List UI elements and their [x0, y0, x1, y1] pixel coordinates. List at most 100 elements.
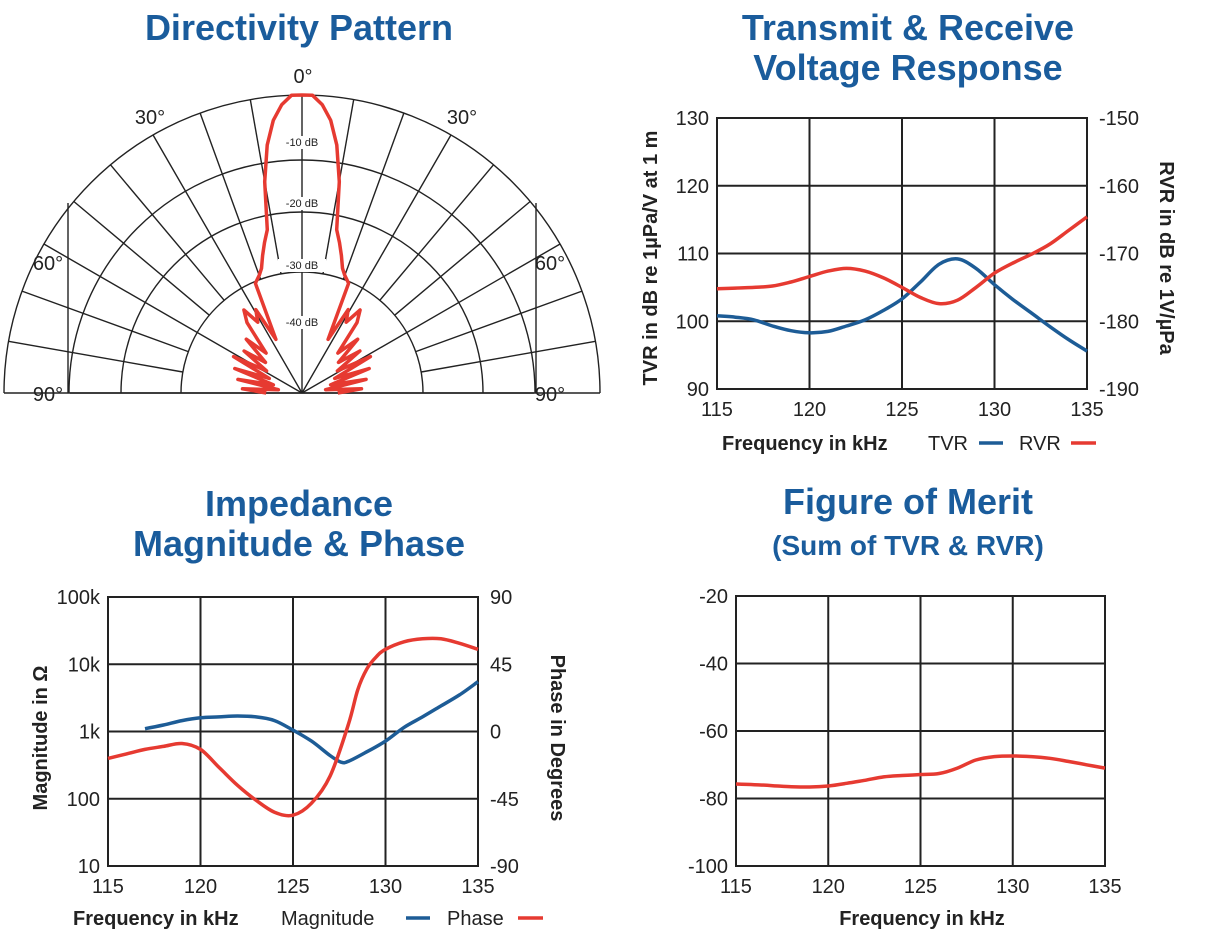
angle-label-left-30: 30°	[135, 107, 165, 129]
y-left-tick-label: 100	[676, 311, 709, 333]
polar-spoke	[21, 290, 189, 353]
magnitude-axis-label: Magnitude in Ω	[30, 666, 52, 811]
legend-phase-label: Phase	[447, 908, 504, 930]
phase-line	[107, 636, 479, 818]
x-tick-label: 120	[793, 399, 826, 421]
polar-spoke	[342, 112, 405, 280]
x-tick-label: 115	[720, 876, 752, 898]
x-tick-label: 135	[461, 876, 494, 898]
voltage-response-grid	[716, 117, 1088, 390]
x-tick-label: 130	[978, 399, 1011, 421]
polar-spoke	[421, 340, 596, 373]
y-left-tick-label: -40	[699, 654, 728, 676]
angle-label-left-90: 90°	[33, 384, 63, 406]
figure-of-merit-chart: Figure of Merit (Sum of TVR & RVR) 115 12…	[688, 481, 1122, 930]
voltage-response-chart: Transmit & Receive Voltage Response 115 1…	[640, 7, 1177, 455]
figure-of-merit-title-line2: (Sum of TVR & RVR)	[772, 530, 1044, 561]
x-tick-label: 125	[904, 876, 937, 898]
y-left-tick-label: -80	[699, 789, 728, 811]
x-tick-label: 125	[276, 876, 309, 898]
db-label-bg	[278, 136, 326, 149]
polar-spoke	[301, 134, 452, 394]
x-tick-label: 115	[92, 876, 124, 898]
figure-of-merit-grid	[735, 595, 1106, 867]
y-left-tick-label: 100	[67, 789, 100, 811]
impedance-title-line2: Magnitude & Phase	[133, 523, 465, 564]
polar-spoke	[73, 200, 210, 316]
magnitude-line	[144, 680, 480, 765]
y-right-tick-label: -45	[490, 789, 519, 811]
voltage-response-title-line1: Transmit & Receive	[742, 7, 1074, 48]
y-left-tick-label: 90	[687, 379, 709, 401]
impedance-x-label: Frequency in kHz	[73, 908, 239, 930]
polar-spoke	[394, 200, 531, 316]
figure-of-merit-line	[735, 754, 1106, 789]
y-right-tick-label: -190	[1099, 379, 1139, 401]
y-right-tick-label: 90	[490, 587, 512, 609]
y-right-tick-label: -160	[1099, 176, 1139, 198]
y-right-tick-label: -180	[1099, 311, 1139, 333]
figure-of-merit-ticks: 115 120 125 130 135 -100 -80 -60 -40 -20	[688, 586, 1122, 898]
angle-label-right-60: 60°	[535, 253, 565, 275]
y-left-tick-label: 100k	[57, 587, 101, 609]
legend-tvr-label: TVR	[928, 433, 968, 455]
angle-label-right-30: 30°	[447, 107, 477, 129]
angle-label-right-90: 90°	[535, 384, 565, 406]
y-left-tick-label: -60	[699, 721, 728, 743]
x-tick-label: 120	[184, 876, 217, 898]
x-tick-label: 135	[1088, 876, 1121, 898]
y-right-tick-label: 0	[490, 722, 501, 744]
y-left-tick-label: 1k	[79, 722, 101, 744]
directivity-chart: Directivity Pattern -10 dB -20 dB -30 dB -4…	[3, 7, 601, 406]
y-left-tick-label: 10k	[68, 654, 101, 676]
angle-label-0: 0°	[293, 66, 312, 88]
x-tick-label: 125	[885, 399, 918, 421]
tvr-axis-label: TVR in dB re 1µPa/V at 1 m	[640, 131, 662, 386]
tvr-line	[716, 257, 1088, 353]
directivity-beam-line	[231, 93, 373, 395]
figure-of-merit-title-line1: Figure of Merit	[783, 481, 1033, 522]
x-tick-label: 115	[701, 399, 733, 421]
y-left-tick-label: 110	[677, 244, 709, 266]
voltage-response-ticks: 115 120 125 130 135 90 100 110 120 130 -190 -180 -17…	[676, 108, 1139, 421]
angle-label-left-60: 60°	[33, 253, 63, 275]
polar-spoke	[379, 164, 495, 301]
polar-spoke	[199, 112, 262, 280]
rvr-line	[716, 215, 1089, 306]
db-label: -10 dB	[286, 137, 318, 149]
x-tick-label: 135	[1070, 399, 1103, 421]
directivity-title: Directivity Pattern	[145, 7, 453, 48]
y-left-tick-label: 130	[676, 108, 709, 130]
impedance-ticks: 115 120 125 130 135 10 100 1k 10k 100k -90 -45 0 45 90	[57, 587, 519, 898]
voltage-response-x-label: Frequency in kHz	[722, 433, 888, 455]
polar-spoke	[8, 340, 183, 373]
x-tick-label: 130	[369, 876, 402, 898]
rvr-axis-label: RVR in dB re 1V/µPa	[1155, 161, 1177, 355]
y-left-tick-label: 10	[78, 856, 100, 878]
db-label: -30 dB	[286, 260, 318, 272]
phase-axis-label: Phase in Degrees	[546, 655, 568, 822]
db-label-bg	[278, 259, 326, 272]
y-right-tick-label: -90	[490, 856, 519, 878]
y-left-tick-label: -100	[688, 856, 728, 878]
y-left-tick-label: 120	[676, 176, 709, 198]
x-tick-label: 120	[812, 876, 845, 898]
db-label-bg	[278, 197, 326, 210]
x-tick-label: 130	[996, 876, 1029, 898]
legend-rvr-label: RVR	[1019, 433, 1061, 455]
y-right-tick-label: -150	[1099, 108, 1139, 130]
polar-spoke	[415, 290, 583, 353]
polar-spoke	[152, 134, 303, 394]
polar-db-labels: -10 dB -20 dB -30 dB -40 dB	[278, 136, 326, 329]
legend-magnitude-label: Magnitude	[281, 908, 374, 930]
y-right-tick-label: 45	[490, 654, 512, 676]
y-right-tick-label: -170	[1099, 244, 1139, 266]
db-label-bg	[278, 316, 326, 329]
impedance-title-line1: Impedance	[205, 483, 393, 524]
impedance-chart: Impedance Magnitude & Phase 115 120 125 130…	[30, 483, 568, 930]
voltage-response-title-line2: Voltage Response	[753, 47, 1062, 88]
db-label: -40 dB	[286, 317, 318, 329]
polar-spoke	[109, 164, 225, 301]
db-label: -20 dB	[286, 198, 318, 210]
